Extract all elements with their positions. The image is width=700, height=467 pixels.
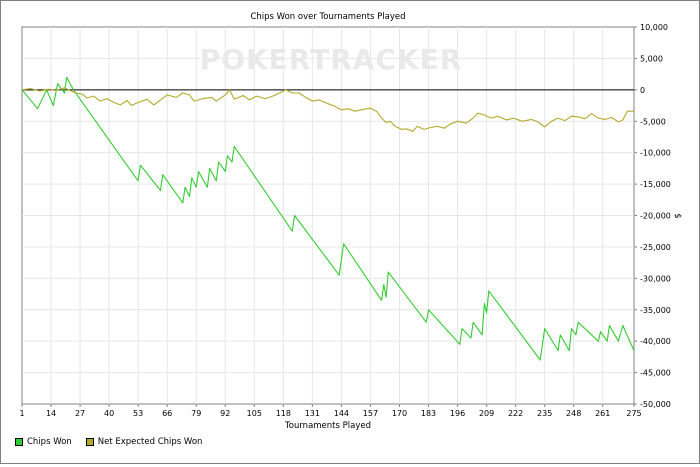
x-tick-label: 261 <box>595 409 610 418</box>
y-axis-label: $ <box>672 213 682 218</box>
y-tick-label: -25,000 <box>640 243 671 252</box>
y-tick-label: -10,000 <box>640 149 671 158</box>
net-expected-chips-won-line <box>21 87 634 132</box>
x-tick-label: 92 <box>220 409 230 418</box>
y-tick-label: -15,000 <box>640 180 671 189</box>
y-tick-label: -20,000 <box>640 212 671 221</box>
x-tick-label: 105 <box>247 409 262 418</box>
legend-label-net-expected: Net Expected Chips Won <box>97 437 203 447</box>
y-tick-label: -30,000 <box>640 274 671 283</box>
grid-lines <box>22 27 634 404</box>
x-tick-label: 183 <box>421 409 436 418</box>
x-tick-label: 196 <box>450 409 465 418</box>
y-tick-label: 10,000 <box>640 23 668 32</box>
chart-title: Chips Won over Tournaments Played <box>250 12 405 22</box>
legend: Chips Won Net Expected Chips Won <box>15 433 202 451</box>
x-tick-label: 14 <box>46 409 56 418</box>
chips-won-line <box>21 76 635 361</box>
y-tick-label: 0 <box>640 86 645 95</box>
x-tick-label: 157 <box>363 409 378 418</box>
legend-swatch-net-expected <box>85 438 94 446</box>
x-axis: 1 14 27 40 53 66 79 92 105 118 131 144 157 170 183 196 2… <box>19 404 642 418</box>
x-tick-label: 144 <box>334 409 349 418</box>
y-tick-label: -5,000 <box>640 117 666 126</box>
y-tick-label: -50,000 <box>640 400 671 409</box>
plot-area: POKERTRACKER <box>21 26 635 405</box>
y-tick-label: -35,000 <box>640 306 671 315</box>
series-layer <box>21 76 635 361</box>
x-tick-label: 118 <box>276 409 291 418</box>
x-tick-label: 170 <box>392 409 407 418</box>
x-tick-label: 209 <box>479 409 494 418</box>
y-tick-label: -45,000 <box>640 369 671 378</box>
legend-swatch-chips-won <box>15 438 23 446</box>
y-axis: 10,000 5,000 0 -5,000 -10,000 -15,000 -20,000 -… <box>634 23 671 409</box>
x-tick-label: 222 <box>508 409 523 418</box>
x-tick-label: 66 <box>162 409 172 418</box>
legend-label-chips-won: Chips Won <box>27 437 72 447</box>
x-tick-label: 275 <box>626 409 641 418</box>
x-tick-label: 1 <box>19 409 24 418</box>
legend-item-chips-won: Chips Won <box>15 437 72 447</box>
x-tick-label: 27 <box>75 409 85 418</box>
x-tick-label: 79 <box>191 409 201 418</box>
x-tick-label: 53 <box>133 409 143 418</box>
x-tick-label: 235 <box>537 409 552 418</box>
y-tick-label: 5,000 <box>640 54 663 63</box>
x-tick-label: 131 <box>305 409 320 418</box>
y-tick-label: -40,000 <box>640 337 671 346</box>
x-tick-label: 40 <box>104 409 114 418</box>
pokertracker-watermark: POKERTRACKER <box>200 43 463 76</box>
legend-item-net-expected-chips-won: Net Expected Chips Won <box>85 437 203 447</box>
x-tick-label: 248 <box>566 409 581 418</box>
x-axis-label: Tournaments Played <box>284 421 371 431</box>
